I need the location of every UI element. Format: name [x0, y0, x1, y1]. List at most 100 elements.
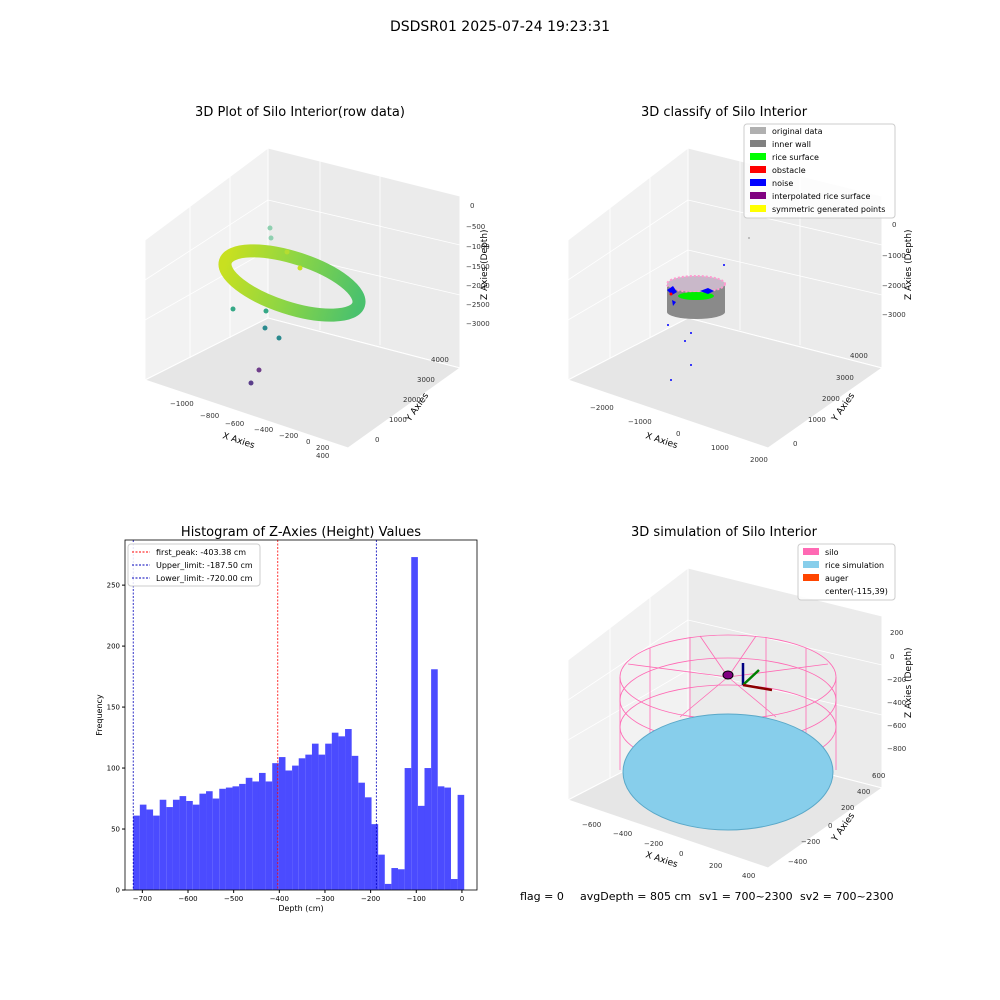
histogram-xtick-label: −500 — [224, 895, 243, 903]
simulation-3d-xtick: 0 — [679, 850, 683, 858]
histogram-bar — [166, 807, 173, 890]
classify-legend-swatch — [750, 192, 766, 199]
histogram-bar — [278, 757, 286, 890]
histogram-xtick-label: −300 — [315, 895, 334, 903]
histogram-bar — [391, 868, 399, 890]
histogram-bar — [285, 770, 293, 890]
histogram-bar — [146, 809, 154, 890]
raw-3d-xtick: 200 — [316, 444, 329, 452]
classify-3d-xtick: −1000 — [628, 418, 652, 426]
raw-3d-xtick: 0 — [306, 438, 310, 446]
histogram-xlabel: Depth (cm) — [278, 904, 323, 913]
raw-3d-floor-pane — [143, 317, 462, 449]
classify-3d-ytick: 1000 — [808, 416, 826, 424]
simulation-legend-swatch — [803, 548, 819, 555]
classify-3d-cylinder-points — [666, 237, 750, 381]
classify-3d-xtick: 2000 — [750, 456, 768, 464]
figure-suptitle: DSDSR01 2025-07-24 19:23:31 — [390, 19, 610, 35]
histogram-bar — [325, 743, 332, 890]
histogram-bar — [358, 782, 365, 890]
histogram-bar — [172, 799, 180, 890]
classify-3d-title: 3D classify of Silo Interior — [641, 105, 808, 120]
histogram-bar — [351, 755, 359, 890]
simulation-legend-label: auger — [825, 574, 849, 583]
histogram-bar — [345, 729, 352, 890]
simulation-legend-box — [797, 543, 896, 601]
simulation-legend-swatch — [803, 561, 819, 568]
simulation-legend-label: rice simulation — [825, 561, 884, 570]
simulation-3d-ztick: 0 — [890, 653, 894, 661]
histogram-bar — [450, 879, 458, 890]
simulation-3d-ytick: 400 — [857, 788, 870, 796]
simulation-3d-ytick: −200 — [801, 838, 820, 846]
classify-3d-xlabel: X Axies — [644, 431, 679, 451]
raw-3d-xtick: −400 — [254, 426, 273, 434]
histogram-bar — [378, 854, 385, 890]
classify-legend-swatch — [750, 179, 766, 186]
histogram-ytick-label: 150 — [107, 704, 120, 712]
histogram-legend-item: Lower_limit: -720.00 cm — [132, 574, 253, 583]
histogram-bar — [305, 754, 312, 890]
simulation-3d-zticks: 200 0 −200 −400 −600 −800 — [887, 629, 906, 753]
raw-3d-ztick: −1000 — [466, 243, 490, 251]
classify-legend-label: original data — [772, 127, 823, 136]
simulation-3d-silo-wireframe — [619, 634, 837, 770]
classify-legend-item: noise — [750, 179, 793, 188]
classify-legend-label: rice surface — [772, 153, 819, 162]
histogram-xtick-label: −600 — [178, 895, 197, 903]
simulation-legend-item: center(-115,39) — [825, 587, 888, 596]
classify-legend-box — [743, 123, 896, 219]
classify-legend-item: obstacle — [750, 166, 806, 175]
raw-3d-xticks: −1000 −800 −600 −400 −200 0 200 400 — [170, 400, 329, 460]
simulation-3d-ytick: 0 — [828, 822, 832, 830]
classify-3d-xtick: 0 — [676, 430, 680, 438]
classify-3d-xtick: 1000 — [711, 444, 729, 452]
raw-3d-zticks: 0 −500 −1000 −1500 −2000 −2500 −3000 — [466, 202, 490, 328]
simulation-3d-xtick: −600 — [582, 821, 601, 829]
histogram-xtick-label: −700 — [133, 895, 152, 903]
histogram-bar — [245, 777, 253, 890]
raw-3d-yticks: 0 1000 2000 3000 4000 — [375, 356, 449, 444]
classify-legend-item: interpolated rice surface — [750, 192, 870, 201]
raw-3d-ztick: 0 — [470, 202, 474, 210]
raw-3d-ytick: 2000 — [403, 396, 421, 404]
simulation-3d-xlabel: X Axies — [644, 850, 679, 870]
classify-legend-swatch — [750, 205, 766, 212]
footer-status: flag = 0 avgDepth = 805 cm sv1 = 700~230… — [520, 890, 894, 903]
histogram-yticks: 0 50 100 150 200 250 — [107, 582, 125, 895]
histogram-bar — [431, 669, 438, 890]
raw-3d-ztick: −500 — [466, 223, 485, 231]
histogram-ytick-label: 50 — [111, 826, 120, 834]
raw-3d-xlabel: X Axies — [221, 431, 256, 451]
simulation-3d-xtick: 200 — [709, 862, 722, 870]
histogram-legend: first_peak: -403.38 cm Upper_limit: -187… — [127, 543, 261, 587]
histogram-title: Histogram of Z-Axies (Height) Values — [181, 525, 421, 540]
histogram-bar — [298, 758, 306, 890]
histogram-bar — [252, 781, 259, 890]
histogram-bar — [364, 797, 372, 890]
histogram-ytick-label: 0 — [116, 887, 120, 895]
classify-3d-legend: original data inner wall rice surface ob… — [743, 123, 896, 219]
raw-3d-xtick: −200 — [279, 432, 298, 440]
classify-3d-yticks: 0 1000 2000 3000 4000 — [793, 352, 868, 448]
simulation-3d-ztick: −400 — [887, 699, 906, 707]
classify-legend-swatch — [750, 166, 766, 173]
classify-legend-item: symmetric generated points — [750, 205, 885, 214]
histogram-bar — [186, 800, 193, 890]
histogram-ylabel: Frequency — [95, 694, 104, 736]
simulation-3d-ztick: −200 — [887, 676, 906, 684]
panel-simulation-3d: 3D simulation of Silo Interior — [566, 525, 914, 880]
classify-3d-ztick: 0 — [892, 221, 896, 229]
histogram-bar — [258, 772, 266, 890]
histogram-bar — [311, 743, 319, 890]
classify-legend-label: inner wall — [772, 140, 811, 149]
raw-3d-xtick: −1000 — [170, 400, 194, 408]
histogram-bar — [133, 815, 140, 890]
histogram-bar — [153, 815, 160, 890]
histogram-ytick-label: 250 — [107, 582, 120, 590]
histogram-bar — [199, 793, 207, 890]
simulation-3d-rice-surface — [622, 713, 834, 831]
classify-legend-swatch — [750, 127, 766, 134]
simulation-3d-ytick: −400 — [788, 858, 807, 866]
footer-sv2: sv2 = 700~2300 — [800, 890, 894, 903]
